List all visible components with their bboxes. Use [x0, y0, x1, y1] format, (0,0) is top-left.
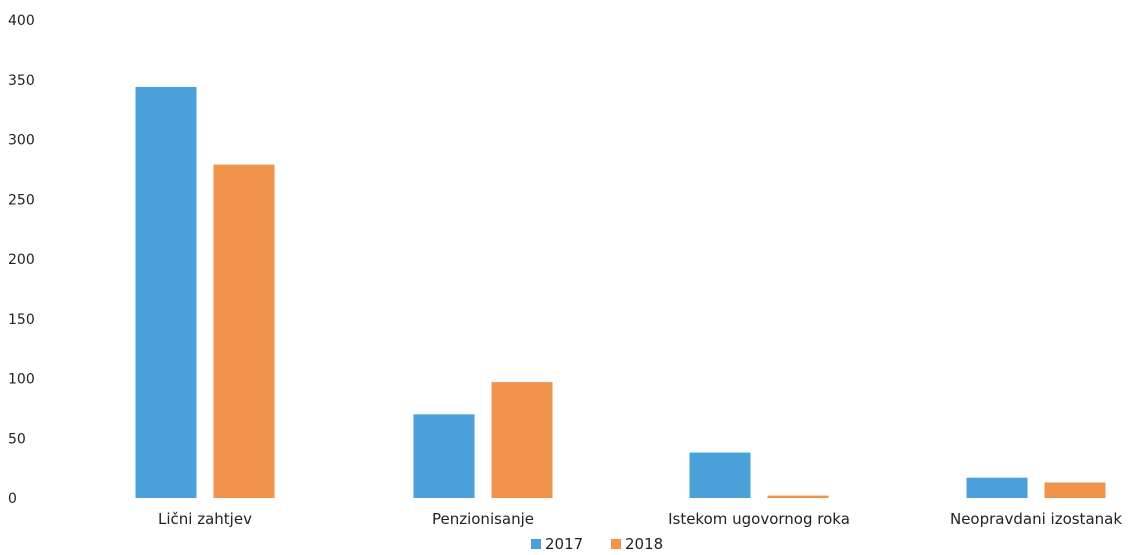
y-tick-label-350: 350 — [8, 73, 35, 89]
x-category-label-1: Lični zahtjev — [158, 510, 252, 528]
y-tick-label-200: 200 — [8, 252, 35, 268]
legend-item-2018: 2018 — [611, 535, 663, 553]
y-tick-label-300: 300 — [8, 133, 35, 149]
y-tick-label-50: 50 — [8, 431, 26, 447]
bar-2017-4 — [966, 477, 1028, 498]
legend-swatch-2017 — [531, 539, 541, 549]
legend-item-2017: 2017 — [531, 535, 583, 553]
bar-2017-2 — [413, 414, 475, 498]
x-category-label-3: Istekom ugovornog roka — [668, 510, 850, 528]
y-tick-label-150: 150 — [8, 312, 35, 328]
bar-2018-2 — [491, 382, 553, 498]
x-category-label-2: Penzionisanje — [432, 510, 534, 528]
y-tick-label-400: 400 — [8, 13, 35, 29]
x-category-label-4: Neopravdani izostanak — [950, 510, 1122, 528]
legend-swatch-2018 — [611, 539, 621, 549]
bar-2017-1 — [135, 86, 197, 499]
bar-2018-3 — [767, 495, 829, 498]
y-tick-label-100: 100 — [8, 372, 35, 388]
y-tick-label-0: 0 — [8, 491, 17, 507]
legend-label-2017: 2017 — [545, 535, 583, 553]
bar-2018-1 — [213, 164, 275, 498]
y-tick-label-250: 250 — [8, 192, 35, 208]
bar-2018-4 — [1044, 482, 1106, 498]
bar-2017-3 — [689, 452, 751, 498]
legend-label-2018: 2018 — [625, 535, 663, 553]
